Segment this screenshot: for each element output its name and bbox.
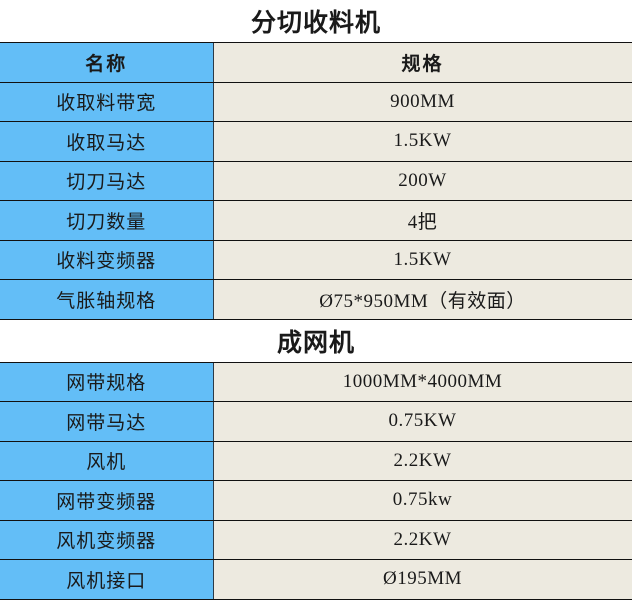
section-title-row: 成网机 — [0, 319, 632, 363]
spec-value-cell: Ø75*950MM（有效面） — [213, 279, 632, 320]
table-row: 气胀轴规格 Ø75*950MM（有效面） — [0, 279, 632, 320]
spec-name-cell: 网带规格 — [0, 361, 214, 402]
section-title: 分切收料机 — [0, 0, 632, 43]
spec-name-cell: 切刀马达 — [0, 161, 214, 201]
table-row: 风机接口 Ø195MM — [0, 559, 632, 600]
spec-name-cell: 风机变频器 — [0, 520, 214, 560]
spec-name-cell: 风机 — [0, 441, 214, 481]
section-title: 成网机 — [0, 319, 632, 363]
spec-value-cell: 900MM — [213, 82, 632, 122]
table-header-row: 名称 规格 — [0, 42, 632, 83]
spec-value-cell: 1000MM*4000MM — [213, 361, 632, 402]
spec-value-cell: 1.5KW — [213, 240, 632, 280]
spec-value-cell: Ø195MM — [213, 559, 632, 600]
spec-value-cell: 2.2KW — [213, 520, 632, 560]
table-row: 收取料带宽 900MM — [0, 82, 632, 122]
spec-value-cell: 4把 — [213, 200, 632, 241]
spec-name-cell: 收料变频器 — [0, 240, 214, 280]
spec-name-cell: 网带变频器 — [0, 480, 214, 521]
column-header-spec: 规格 — [213, 42, 632, 83]
spec-value-cell: 0.75KW — [213, 401, 632, 442]
table-row: 收取马达 1.5KW — [0, 121, 632, 162]
table-row: 风机 2.2KW — [0, 441, 632, 481]
table-row: 风机变频器 2.2KW — [0, 520, 632, 560]
column-header-name: 名称 — [0, 42, 214, 83]
table-row: 切刀数量 4把 — [0, 200, 632, 241]
spec-name-cell: 收取料带宽 — [0, 82, 214, 122]
spec-name-cell: 气胀轴规格 — [0, 279, 214, 320]
spec-value-cell: 1.5KW — [213, 121, 632, 162]
spec-value-cell: 0.75kw — [213, 480, 632, 521]
spec-name-cell: 网带马达 — [0, 401, 214, 442]
table-row: 网带马达 0.75KW — [0, 401, 632, 442]
spec-value-cell: 200W — [213, 161, 632, 201]
table-row: 网带规格 1000MM*4000MM — [0, 361, 632, 402]
section-title-row: 分切收料机 — [0, 0, 632, 43]
spec-value-cell: 2.2KW — [213, 441, 632, 481]
spec-name-cell: 风机接口 — [0, 559, 214, 600]
table-row: 切刀马达 200W — [0, 161, 632, 201]
spec-name-cell: 收取马达 — [0, 121, 214, 162]
table-row: 网带变频器 0.75kw — [0, 480, 632, 521]
table-row: 收料变频器 1.5KW — [0, 240, 632, 280]
spec-name-cell: 切刀数量 — [0, 200, 214, 241]
